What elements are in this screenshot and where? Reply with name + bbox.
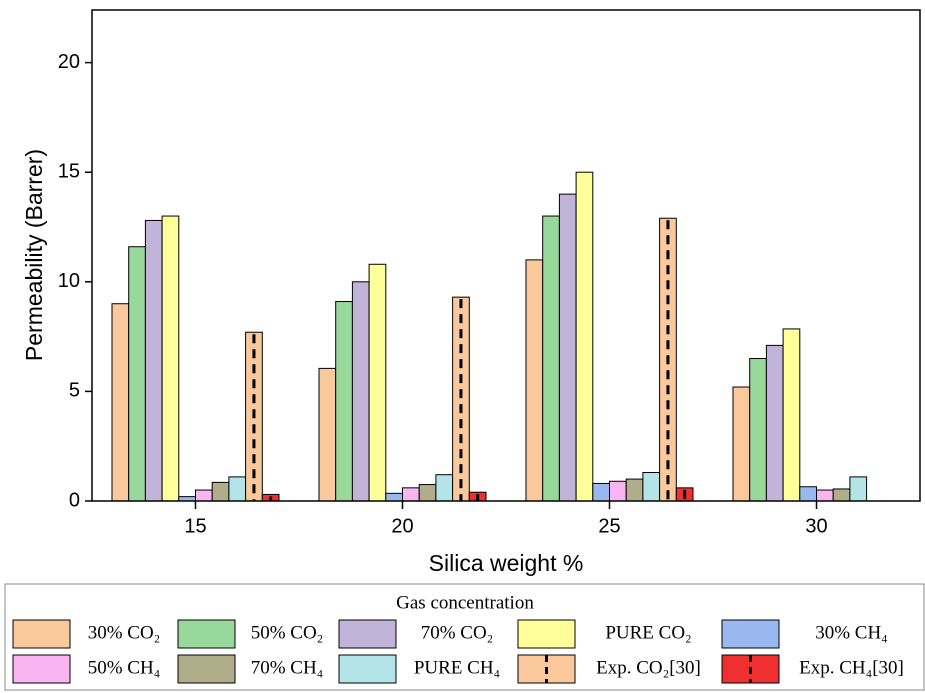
legend-swatch <box>338 619 397 649</box>
bar <box>161 215 180 502</box>
bar <box>558 193 577 502</box>
legend-box <box>4 583 925 691</box>
legend-swatch <box>12 619 71 649</box>
bar <box>111 303 130 502</box>
legend-swatch <box>517 619 576 649</box>
bar <box>195 489 213 502</box>
bar <box>765 344 784 502</box>
bar <box>592 482 610 502</box>
bar <box>625 478 644 502</box>
bar <box>385 492 403 502</box>
bar <box>575 171 594 502</box>
bar <box>228 476 247 502</box>
legend-label: PURE CO₂ <box>605 622 691 643</box>
x-tick-label: 15 <box>184 515 206 537</box>
x-tick-label: 25 <box>598 515 620 537</box>
bar <box>418 484 437 502</box>
y-tick-label: 20 <box>58 51 80 73</box>
bar <box>816 489 834 502</box>
x-tick-label: 30 <box>805 515 827 537</box>
legend-swatch <box>177 654 236 684</box>
legend-label: 70% CO₂ <box>421 622 494 643</box>
legend-label: 50% CO₂ <box>251 622 324 643</box>
y-tick-label: 10 <box>58 270 80 292</box>
plot-frame <box>91 9 921 502</box>
bar <box>849 476 868 502</box>
y-tick-label: 5 <box>69 380 80 402</box>
bar <box>832 488 851 502</box>
y-axis-label: Permeability (Barrer) <box>21 149 47 361</box>
bar <box>318 367 337 502</box>
bar <box>749 358 767 502</box>
bar <box>128 246 146 502</box>
legend-label: 30% CO₂ <box>88 622 161 643</box>
x-axis-label: Silica weight % <box>429 550 584 576</box>
bar <box>351 281 370 502</box>
bar <box>368 263 387 502</box>
legend-title: Gas concentration <box>396 592 534 613</box>
bar <box>335 301 353 502</box>
bar <box>609 480 627 502</box>
bar <box>435 474 454 502</box>
bar <box>525 259 544 502</box>
bar <box>732 386 751 502</box>
bar <box>642 472 661 502</box>
bar <box>211 481 230 502</box>
legend-swatch <box>177 619 236 649</box>
legend-swatch <box>721 619 780 649</box>
legend-label: Exp. CO₂[30] <box>596 657 701 678</box>
bar <box>782 328 801 502</box>
legend-label: PURE CH₄ <box>414 657 500 678</box>
legend-label: 30% CH₄ <box>815 622 888 643</box>
legend-label: 70% CH₄ <box>251 657 324 678</box>
y-tick-label: 15 <box>58 160 80 182</box>
bar <box>799 486 817 502</box>
legend-swatch <box>12 654 71 684</box>
legend-label: Exp. CH₄[30] <box>799 657 904 678</box>
bar <box>402 487 420 502</box>
legend-swatch <box>338 654 397 684</box>
bar <box>542 215 560 502</box>
y-tick-label: 0 <box>69 489 80 511</box>
bar <box>144 219 163 502</box>
legend-label: 50% CH₄ <box>88 657 161 678</box>
x-tick-label: 20 <box>391 515 413 537</box>
